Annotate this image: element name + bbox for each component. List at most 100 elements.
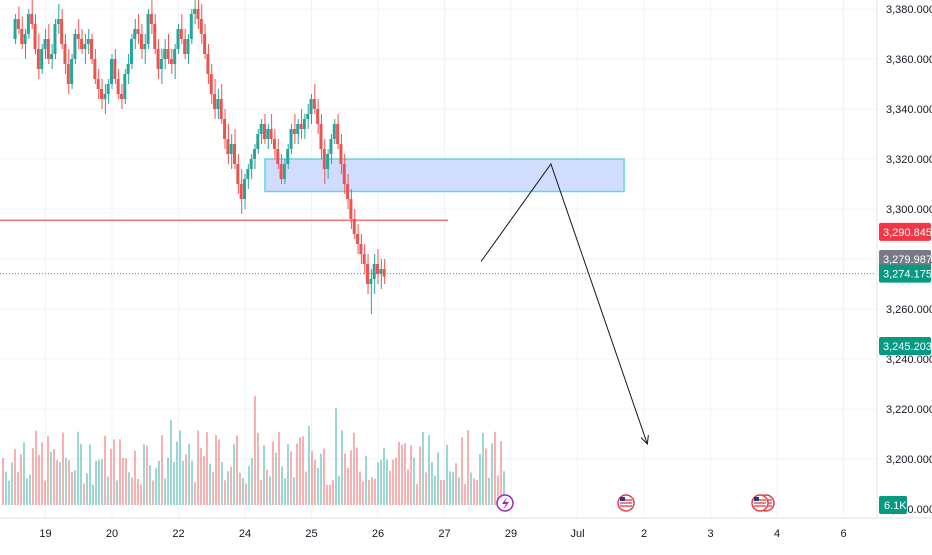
volume-bar — [35, 430, 37, 505]
volume-bar — [329, 484, 331, 505]
candle-body — [296, 124, 300, 134]
price-label-box[interactable] — [879, 250, 931, 269]
candle-body — [183, 39, 187, 54]
volume-bar — [419, 446, 421, 505]
support-line[interactable] — [0, 219, 876, 275]
volume-bar — [368, 480, 370, 505]
candle-body — [76, 34, 80, 39]
volume-bar — [239, 472, 241, 505]
resistance-zone-rect[interactable] — [264, 158, 625, 193]
volume-bar — [227, 471, 229, 505]
volume-bar — [137, 479, 139, 505]
volume-bar — [29, 474, 31, 505]
candle-body — [292, 129, 296, 134]
price-tick-label: 3,340.000 — [886, 104, 932, 116]
candle-body — [123, 74, 127, 99]
volume-bar — [209, 463, 211, 505]
price-axis[interactable]: 3,380.000 3,360.000 3,340.000 3,320.000 3,30… — [879, 4, 932, 516]
volume-bar — [335, 408, 337, 505]
projection-polyline[interactable] — [480, 162, 648, 445]
candle-body — [216, 99, 220, 109]
candle-body — [226, 139, 230, 154]
price-tick-label: 3,380.000 — [886, 4, 932, 16]
price-tick-label: 3,220.000 — [886, 404, 932, 416]
volume-bar — [71, 471, 73, 505]
volume-bar — [485, 448, 487, 505]
price-tick-label: 3,320.000 — [886, 154, 932, 166]
volume-bar — [446, 444, 448, 505]
time-axis[interactable]: 19 20 22 24 25 26 27 29 Jul 2 3 4 6 — [0, 0, 932, 540]
volume-bar — [401, 444, 403, 505]
volume-bar — [410, 445, 412, 505]
volume-bar — [344, 453, 346, 505]
time-tick-label: 26 — [372, 528, 384, 540]
lightning-event-icon[interactable] — [496, 494, 514, 512]
volume-bar — [206, 432, 208, 505]
volume-bar — [5, 471, 7, 505]
price-tick-label: 3,360.000 — [886, 54, 932, 66]
volume-bar — [242, 478, 244, 505]
candle-body — [219, 99, 223, 119]
volume-bar — [176, 441, 178, 505]
candle-body — [110, 59, 113, 84]
time-tick-label: Jul — [570, 528, 584, 540]
volume-bar — [482, 432, 484, 505]
projection-path[interactable] — [480, 162, 649, 446]
volume-bar — [371, 477, 373, 505]
volume-bar — [95, 460, 97, 505]
volume-bar — [473, 478, 475, 505]
volume-bar — [257, 432, 259, 505]
candle-body — [113, 59, 117, 79]
candle-body — [16, 19, 20, 29]
time-tick-label: 29 — [505, 528, 517, 540]
candle-body — [229, 144, 233, 154]
volume-bar — [263, 445, 265, 505]
volume-bar — [326, 484, 328, 505]
time-tick-label: 25 — [305, 528, 317, 540]
volume-bar — [110, 448, 112, 505]
candle-body — [312, 99, 316, 109]
volume-bar — [413, 457, 415, 505]
candle-body — [369, 279, 373, 284]
volume-bar — [38, 454, 40, 505]
price-label-box[interactable] — [879, 222, 931, 241]
candle-body — [316, 109, 320, 124]
us-flag-event-icon-double[interactable] — [751, 494, 769, 512]
volume-bar — [191, 460, 193, 505]
projection-arrowhead — [640, 435, 649, 446]
volume-bar — [212, 472, 214, 505]
volume-bar — [443, 480, 445, 505]
candle-body — [96, 79, 100, 89]
price-label-box[interactable] — [879, 264, 931, 283]
volume-bar — [236, 435, 238, 505]
volume-bar — [398, 442, 400, 505]
candle-body — [239, 184, 243, 199]
candle-body — [346, 184, 350, 199]
volume-bar — [425, 472, 427, 505]
volume-bar — [311, 451, 313, 505]
resistance-zone[interactable] — [264, 158, 625, 193]
price-label-box[interactable] — [879, 336, 931, 355]
volume-bar — [422, 431, 424, 505]
volume-bar — [215, 435, 217, 505]
candle-body — [163, 49, 167, 59]
candle-body — [186, 39, 190, 54]
us-flag-event-icon[interactable] — [617, 494, 635, 512]
candle-body — [382, 269, 386, 277]
volume-bar — [341, 430, 343, 505]
volume-bar — [500, 441, 502, 505]
candle-body — [159, 59, 163, 69]
volume-bar — [221, 462, 223, 505]
candle-body — [366, 264, 370, 284]
price-tick-label: 3,260.000 — [886, 304, 932, 316]
volume-bar — [404, 443, 406, 505]
volume-bar — [8, 480, 10, 505]
candle-body — [129, 39, 133, 64]
event-icons[interactable] — [496, 494, 775, 512]
volume-bar — [314, 459, 316, 505]
volume-bar — [152, 480, 154, 505]
volume-bar — [143, 444, 145, 505]
candle-body — [362, 254, 366, 264]
volume-bar — [362, 481, 364, 505]
